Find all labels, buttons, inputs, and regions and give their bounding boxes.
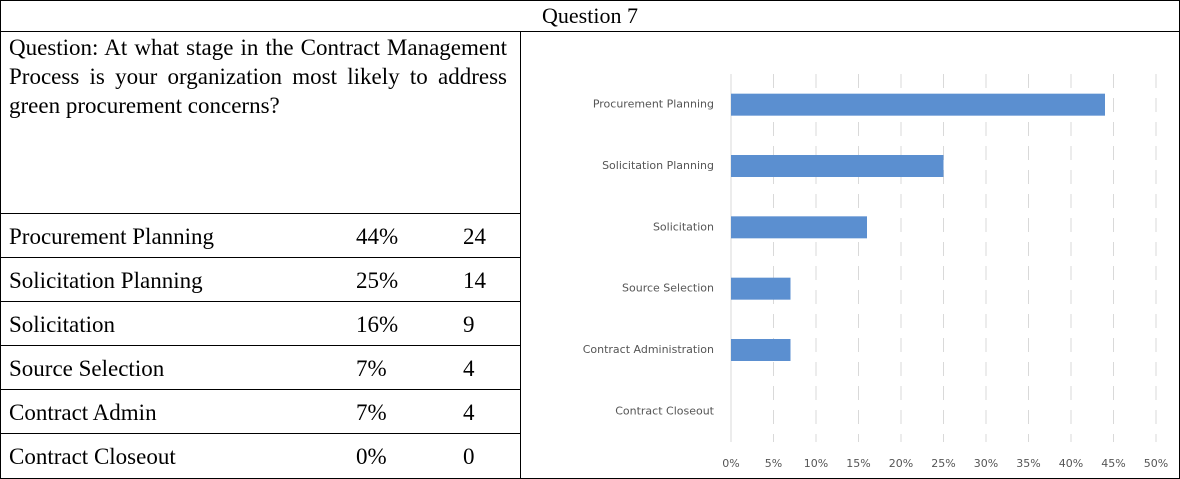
x-tick-label: 10% (804, 457, 828, 470)
x-tick-label: 20% (889, 457, 913, 470)
table-cell: 44% (356, 224, 399, 249)
table-row: Solicitation Planning 25% 14 (1, 257, 520, 301)
table-cell: Solicitation (9, 312, 116, 337)
y-tick-label: Procurement Planning (593, 98, 714, 111)
x-tick-label: 40% (1059, 457, 1083, 470)
x-tick-label: 50% (1144, 457, 1168, 470)
y-tick-label: Contract Closeout (615, 404, 714, 417)
x-tick-label: 5% (765, 457, 782, 470)
bar (731, 155, 944, 177)
table-cell: 7% (356, 400, 387, 425)
table-row: Solicitation 16% 9 (1, 301, 520, 345)
table-cell: Solicitation Planning (9, 268, 203, 293)
table-cell: 16% (356, 312, 399, 337)
x-tick-label: 45% (1101, 457, 1125, 470)
table-cell: 7% (356, 356, 387, 381)
table-cell: 9 (463, 312, 475, 337)
header-title: Question 7 (1, 1, 1179, 32)
x-tick-label: 30% (974, 457, 998, 470)
table-cell: 4 (463, 356, 475, 381)
table-row: Procurement Planning 44% 24 (1, 213, 520, 257)
y-tick-label: Solicitation Planning (602, 159, 714, 172)
table-cell: Procurement Planning (9, 224, 215, 249)
table-cell: 25% (356, 268, 399, 293)
x-tick-label: 15% (846, 457, 870, 470)
y-tick-label: Contract Administration (583, 343, 714, 356)
chart: 0% 5% 10% 15% 20% 25% 30% 35% 40% 45% 50% Procureme… (583, 74, 1168, 470)
x-tick-label: 0% (722, 457, 739, 470)
divider (520, 32, 521, 478)
bar (731, 216, 867, 239)
bar (731, 339, 791, 361)
y-tick-label: Solicitation (653, 220, 714, 233)
table-cell: 4 (463, 400, 475, 425)
table-row: Source Selection 7% 4 (1, 345, 520, 389)
table-cell: 14 (463, 268, 486, 293)
table-cell: Contract Closeout (9, 444, 176, 469)
table-cell: 24 (463, 224, 486, 249)
table-cell: Source Selection (9, 356, 165, 381)
x-tick-label: 35% (1016, 457, 1040, 470)
table-cell: 0% (356, 444, 387, 469)
table-row: Contract Admin 7% 4 (1, 389, 520, 433)
question-text: Question: At what stage in the Contract … (9, 35, 507, 118)
table-cell: 0 (463, 444, 475, 469)
x-tick-label: 25% (931, 457, 955, 470)
table-cell: Contract Admin (9, 400, 157, 425)
table-row: Contract Closeout 0% 0 (1, 433, 520, 477)
bar (731, 93, 1105, 116)
bar (731, 277, 791, 300)
y-tick-label: Source Selection (622, 282, 714, 295)
